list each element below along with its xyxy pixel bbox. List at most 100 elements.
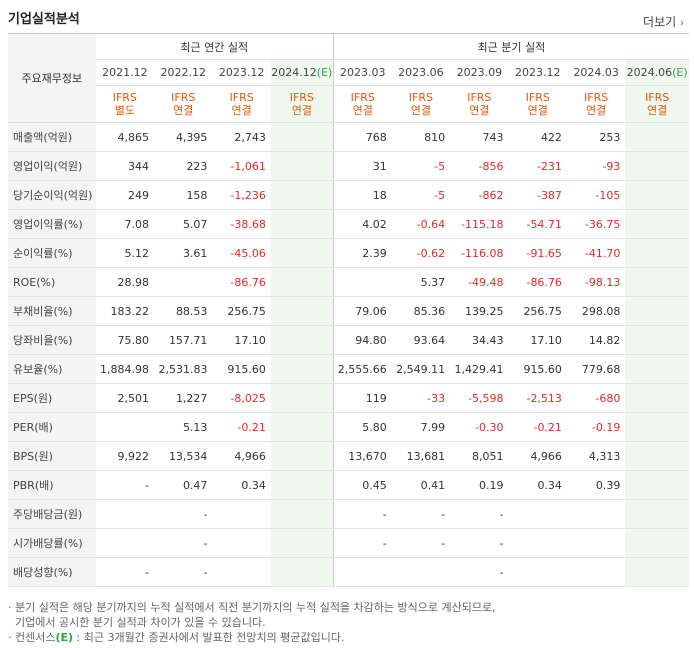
quarter-ifrs-0: IFRS 연결 — [333, 85, 392, 123]
quarter-cell: 4,313 — [566, 441, 626, 471]
quarter-cell: 31 — [333, 151, 392, 181]
annual-cell: 2,743 — [212, 122, 271, 152]
quarter-ifrs-1: IFRS 연결 — [391, 85, 451, 123]
quarter-cell — [508, 528, 567, 558]
annual-cell: -8,025 — [212, 383, 271, 413]
section-title: 기업실적분석 — [8, 12, 80, 27]
quarter-cell: 256.75 — [508, 296, 567, 326]
table-row: 시가배당률(%) - - - - — [8, 528, 689, 558]
header-row-ifrs: IFRS 별도 IFRS 연결 IFRS 연결 IFRS 연결 IFRS 연결 IFRS 연결 IFRS… — [8, 85, 689, 123]
quarter-cell: - — [333, 499, 392, 529]
quarter-cell: - — [391, 528, 451, 558]
annual-cell — [270, 557, 334, 587]
quarter-cell — [625, 383, 689, 413]
quarter-cell: -862 — [450, 180, 509, 210]
quarter-cell — [625, 412, 689, 442]
quarter-ifrs-2: IFRS 연결 — [450, 85, 509, 123]
quarter-cell: 14.82 — [566, 325, 626, 355]
annual-period-label: 2024.12 — [271, 66, 317, 79]
quarter-cell: 0.34 — [508, 470, 567, 500]
annual-cell: - — [154, 499, 213, 529]
quarter-cell — [625, 325, 689, 355]
annual-cell: 4,865 — [95, 122, 155, 152]
quarter-cell: -54.71 — [508, 209, 567, 239]
annual-cell — [270, 151, 334, 181]
annual-cell — [95, 499, 155, 529]
quarter-cell: -2,513 — [508, 383, 567, 413]
annual-cell — [212, 499, 271, 529]
quarter-cell: -36.75 — [566, 209, 626, 239]
quarter-cell: 18 — [333, 180, 392, 210]
quarter-cell — [625, 209, 689, 239]
annual-cell: 3.61 — [154, 238, 213, 268]
quarter-cell: 2.39 — [333, 238, 392, 268]
annual-cell: 183.22 — [95, 296, 155, 326]
annual-period-3: 2024.12(E) — [270, 59, 334, 86]
row-label: EPS(원) — [8, 383, 96, 413]
annual-cell: - — [154, 557, 213, 587]
financial-table: 주요재무정보 최근 연간 실적 최근 분기 실적 2021.12 2022.12 2023… — [8, 33, 689, 587]
ifrs-basis: 연결 — [586, 104, 607, 117]
ifrs-label: IFRS — [350, 91, 375, 104]
annual-cell: 5.13 — [154, 412, 213, 442]
more-link[interactable]: 더보기 › — [643, 13, 684, 30]
row-label: BPS(원) — [8, 441, 96, 471]
annual-cell: 88.53 — [154, 296, 213, 326]
estimate-mark: (E) — [55, 631, 74, 644]
annual-cell — [270, 441, 334, 471]
quarter-cell — [625, 151, 689, 181]
quarter-cell: 5.37 — [391, 267, 451, 297]
quarter-period-label: 2023.09 — [456, 66, 503, 79]
table-row: EPS(원) 2,501 1,227 -8,025 119 -33 -5,598 -2,513… — [8, 383, 689, 413]
ifrs-label: IFRS — [289, 91, 314, 104]
quarter-cell: 810 — [391, 122, 451, 152]
annual-cell: -1,061 — [212, 151, 271, 181]
quarter-cell: 743 — [450, 122, 509, 152]
annual-cell: -38.68 — [212, 209, 271, 239]
ifrs-label: IFRS — [645, 91, 670, 104]
annual-group-header: 최근 연간 실적 — [95, 33, 334, 60]
quarter-cell — [508, 499, 567, 529]
annual-ifrs-3: IFRS 연결 — [270, 85, 334, 123]
quarter-period-label: 2023.03 — [340, 66, 386, 79]
annual-cell — [270, 180, 334, 210]
quarter-cell: - — [450, 499, 509, 529]
quarter-cell: -0.21 — [508, 412, 567, 442]
ifrs-basis: 연결 — [647, 104, 668, 117]
quarter-cell — [625, 267, 689, 297]
table-row: 순이익률(%) 5.12 3.61 -45.06 2.39 -0.62 -116.08 -91… — [8, 238, 689, 268]
quarter-cell: -91.65 — [508, 238, 567, 268]
quarter-cell: -387 — [508, 180, 567, 210]
annual-cell: 1,884.98 — [95, 354, 155, 384]
row-label: 영업이익률(%) — [8, 209, 96, 239]
quarter-cell: 5.80 — [333, 412, 392, 442]
annual-cell: 223 — [154, 151, 213, 181]
quarter-cell: -0.64 — [391, 209, 451, 239]
quarter-cell: -5 — [391, 151, 451, 181]
annual-ifrs-1: IFRS 연결 — [154, 85, 213, 123]
annual-cell — [270, 296, 334, 326]
ifrs-label: IFRS — [229, 91, 254, 104]
quarter-cell: -98.13 — [566, 267, 626, 297]
quarter-ifrs-4: IFRS 연결 — [566, 85, 626, 123]
quarter-period-label: 2024.06 — [626, 66, 673, 79]
quarter-cell — [566, 557, 626, 587]
ifrs-basis: 연결 — [410, 104, 432, 117]
ifrs-label: IFRS — [171, 91, 196, 104]
footnotes: · 분기 실적은 해당 분기까지의 누적 실적에서 직전 분기까지의 누적 실적… — [8, 600, 496, 645]
annual-cell: 0.47 — [154, 470, 213, 500]
quarter-cell: 2,549.11 — [391, 354, 451, 384]
annual-cell — [270, 122, 334, 152]
annual-cell — [270, 470, 334, 500]
annual-period-label: 2023.12 — [218, 66, 265, 79]
quarter-cell: -231 — [508, 151, 567, 181]
table-row: ROE(%) 28.98 -86.76 5.37 -49.48 -86.76 -98.13 — [8, 267, 689, 297]
annual-cell — [95, 412, 155, 442]
ifrs-label: IFRS — [408, 91, 434, 104]
quarter-cell: - — [450, 557, 509, 587]
annual-cell: -45.06 — [212, 238, 271, 268]
ifrs-label: IFRS — [525, 91, 550, 104]
quarter-cell: -86.76 — [508, 267, 567, 297]
quarter-cell: 7.99 — [391, 412, 451, 442]
